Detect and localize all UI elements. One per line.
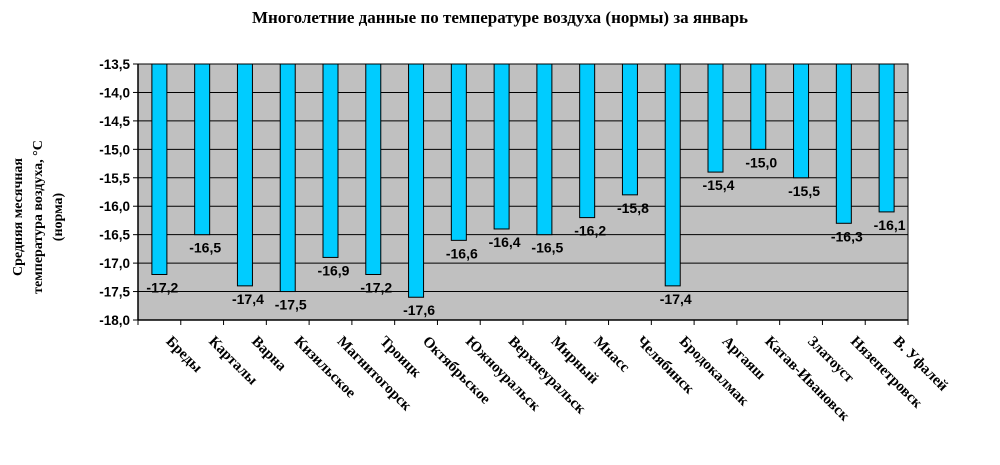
bar-14 xyxy=(707,63,724,173)
y-tick-label: -13,5 xyxy=(99,57,130,72)
bar-16 xyxy=(793,63,810,179)
category-label-1: Бреды xyxy=(163,334,206,377)
y-tick-label: -17,5 xyxy=(99,285,130,300)
data-label-17: -16,3 xyxy=(831,228,863,244)
bar-1 xyxy=(151,63,168,275)
bars xyxy=(151,63,895,298)
category-label-5: Магнитогорск xyxy=(334,334,415,415)
bar-4 xyxy=(279,63,296,293)
bar-2 xyxy=(194,63,211,236)
bar-15 xyxy=(750,63,767,150)
plot-background xyxy=(138,64,908,320)
y-axis-label-line-3: (норма) xyxy=(51,192,66,241)
data-label-3: -17,4 xyxy=(232,291,264,307)
y-axis-label: Средняя месячная температура воздуха, °C (… xyxy=(11,140,66,294)
y-tick-label: -16,5 xyxy=(99,228,130,243)
category-label-3: Варна xyxy=(248,334,289,375)
data-label-4: -17,5 xyxy=(275,297,307,313)
data-label-18: -16,1 xyxy=(874,217,906,233)
y-tick-label: -17,0 xyxy=(99,256,130,271)
data-label-9: -16,4 xyxy=(489,234,521,250)
data-label-1: -17,2 xyxy=(146,279,178,295)
data-label-7: -17,6 xyxy=(403,302,435,318)
data-label-11: -16,2 xyxy=(574,223,606,239)
y-tick-label: -16,0 xyxy=(99,199,130,214)
category-label-9: Верхнеуральск xyxy=(505,334,589,418)
category-label-11: Миасс xyxy=(590,334,632,376)
bar-18 xyxy=(878,63,895,213)
y-tick-label: -14,5 xyxy=(99,114,130,129)
data-label-6: -17,2 xyxy=(360,279,392,295)
data-label-5: -16,9 xyxy=(318,262,350,278)
bar-9 xyxy=(493,63,510,230)
bar-13 xyxy=(664,63,681,287)
category-label-8: Южноуральск xyxy=(462,334,543,415)
axes xyxy=(133,63,909,325)
bar-6 xyxy=(365,63,382,275)
bar-17 xyxy=(835,63,852,224)
y-tick-label: -18,0 xyxy=(99,313,130,328)
data-label-13: -17,4 xyxy=(660,291,692,307)
data-label-14: -15,4 xyxy=(703,177,735,193)
chart-title: Многолетние данные по температуре воздух… xyxy=(251,8,749,27)
y-tick-label: -15,0 xyxy=(99,142,130,157)
bar-5 xyxy=(322,63,339,258)
data-label-16: -15,5 xyxy=(788,183,820,199)
bar-11 xyxy=(579,63,596,219)
y-axis-label-line-1: Средняя месячная xyxy=(11,158,26,276)
plot-area xyxy=(138,64,908,320)
data-label-2: -16,5 xyxy=(189,240,221,256)
bar-7 xyxy=(408,63,425,298)
y-tick-labels: -13,5 -14,0 -14,5 -15,0 -15,5 -16,0 -16,5 -17,0… xyxy=(99,57,130,328)
data-label-8: -16,6 xyxy=(446,245,478,261)
y-tick-label: -15,5 xyxy=(99,171,130,186)
bar-3 xyxy=(236,63,253,287)
bar-12 xyxy=(621,63,638,196)
y-axis-label-line-2: температура воздуха, °C xyxy=(31,140,46,294)
data-label-15: -15,0 xyxy=(745,154,777,170)
y-tick-label: -14,0 xyxy=(99,85,130,100)
data-labels: -17,2 -16,5 -17,4 -17,5 -16,9 -17,2 -17,6 -16,6… xyxy=(146,154,905,318)
data-label-12: -15,8 xyxy=(617,200,649,216)
data-label-10: -16,5 xyxy=(531,240,563,256)
bar-10 xyxy=(536,63,553,236)
bar-8 xyxy=(450,63,467,241)
